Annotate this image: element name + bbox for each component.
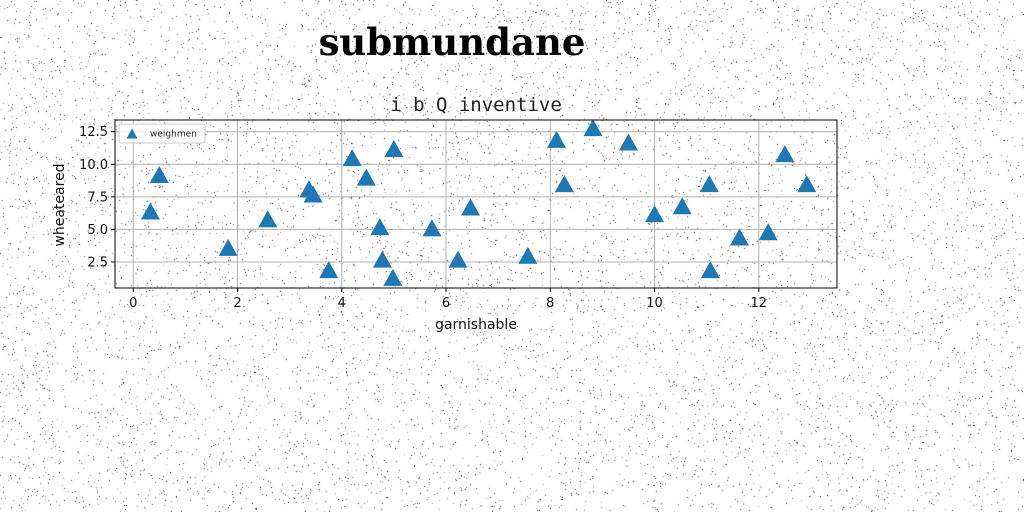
x-tick-label: 0 bbox=[129, 296, 137, 311]
scatter-markers bbox=[141, 119, 816, 286]
y-tick-label: 12.5 bbox=[79, 125, 108, 140]
data-point bbox=[645, 205, 664, 222]
data-point bbox=[700, 175, 719, 192]
axis-ticks: 0 2 4 6 8 10 12 2.5 5.0 7.5 10.0 12.5 bbox=[79, 125, 767, 311]
y-tick-label: 7.5 bbox=[87, 190, 108, 205]
x-tick-label: 4 bbox=[338, 296, 346, 311]
data-point bbox=[518, 247, 537, 264]
x-tick-label: 8 bbox=[546, 296, 554, 311]
y-tick-label: 10.0 bbox=[79, 158, 108, 173]
data-point bbox=[422, 219, 441, 236]
data-point bbox=[759, 223, 778, 240]
data-point bbox=[701, 261, 720, 278]
y-axis-label: wheateared bbox=[52, 163, 68, 246]
data-point bbox=[384, 140, 403, 157]
data-point bbox=[673, 197, 692, 214]
x-axis-label: garnishable bbox=[435, 317, 517, 333]
data-point bbox=[775, 145, 794, 162]
plot-frame bbox=[115, 120, 837, 288]
data-point bbox=[219, 239, 238, 256]
data-point bbox=[357, 169, 376, 186]
data-point bbox=[555, 175, 574, 192]
data-point bbox=[258, 210, 277, 227]
data-point bbox=[449, 251, 468, 268]
data-point bbox=[730, 229, 749, 246]
y-tick-label: 2.5 bbox=[87, 255, 108, 270]
data-point bbox=[461, 199, 480, 216]
data-point bbox=[584, 119, 603, 136]
data-point bbox=[373, 251, 392, 268]
data-point bbox=[319, 261, 338, 278]
x-tick-label: 2 bbox=[233, 296, 241, 311]
data-point bbox=[370, 218, 389, 235]
chart-title: i b Q inventive bbox=[390, 94, 562, 116]
data-point bbox=[797, 175, 816, 192]
y-tick-label: 5.0 bbox=[87, 223, 108, 238]
data-point bbox=[619, 133, 638, 150]
data-point bbox=[383, 269, 402, 286]
x-tick-label: 12 bbox=[751, 296, 768, 311]
x-tick-label: 10 bbox=[646, 296, 663, 311]
data-point bbox=[343, 149, 362, 166]
x-tick-label: 6 bbox=[442, 296, 450, 311]
data-point bbox=[150, 166, 169, 183]
grid-lines bbox=[115, 120, 837, 288]
legend: weighmen bbox=[119, 124, 205, 143]
legend-label: weighmen bbox=[150, 130, 197, 140]
data-point bbox=[141, 202, 160, 219]
